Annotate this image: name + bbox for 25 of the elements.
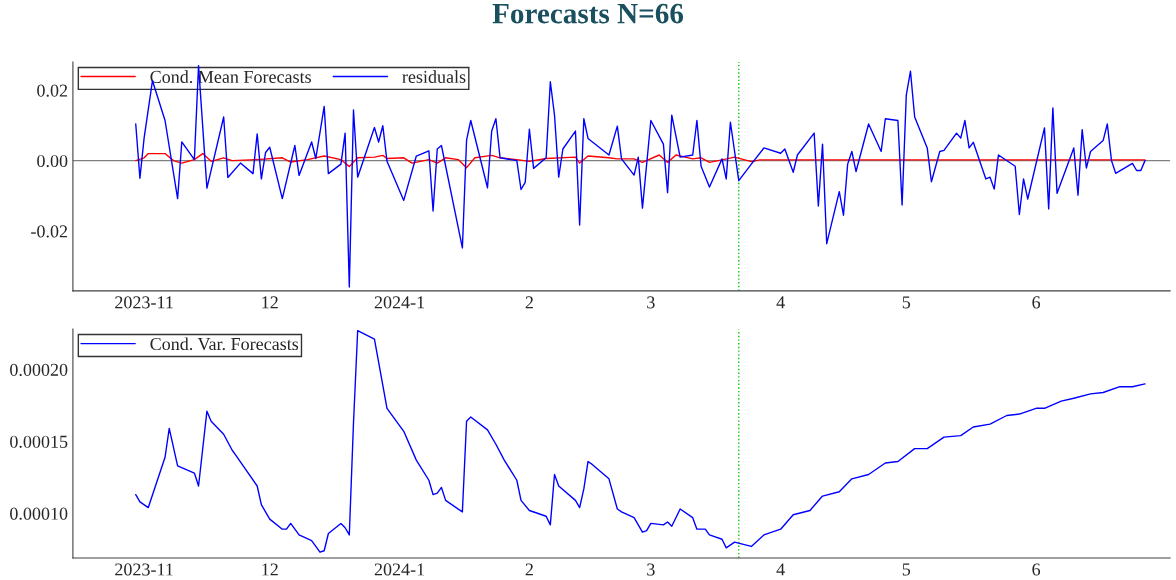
x-tick-label: 2 xyxy=(525,563,533,576)
legend-label: residuals xyxy=(402,70,466,83)
x-tick-label: 3 xyxy=(647,296,655,309)
chart-title: Forecasts N=66 xyxy=(492,3,684,24)
x-tick-label: 5 xyxy=(902,296,911,309)
x-tick-label: 12 xyxy=(262,296,278,309)
x-tick-label: 4 xyxy=(776,296,785,309)
y-tick-label: 0.00015 xyxy=(10,435,68,448)
x-tick-label: 5 xyxy=(902,563,911,576)
x-tick-label: 2 xyxy=(525,296,533,309)
x-tick-label: 12 xyxy=(262,563,278,576)
x-tick-label: 4 xyxy=(776,563,785,576)
x-tick-label: 2023-11 xyxy=(115,563,173,576)
y-tick-label: 0.00020 xyxy=(10,363,68,376)
y-tick-label: -0.02 xyxy=(31,225,68,238)
y-tick-label: 0.00010 xyxy=(10,507,68,520)
x-tick-label: 3 xyxy=(647,563,655,576)
legend-label: Cond. Var. Forecasts xyxy=(150,337,299,351)
y-tick-label: 0.00 xyxy=(37,154,68,168)
x-tick-label: 2023-11 xyxy=(115,296,173,309)
x-tick-label: 2024-1 xyxy=(374,296,425,309)
y-tick-label: 0.02 xyxy=(37,84,68,97)
x-tick-label: 2024-1 xyxy=(374,563,425,576)
x-tick-label: 6 xyxy=(1032,296,1041,309)
x-tick-label: 6 xyxy=(1032,563,1041,576)
